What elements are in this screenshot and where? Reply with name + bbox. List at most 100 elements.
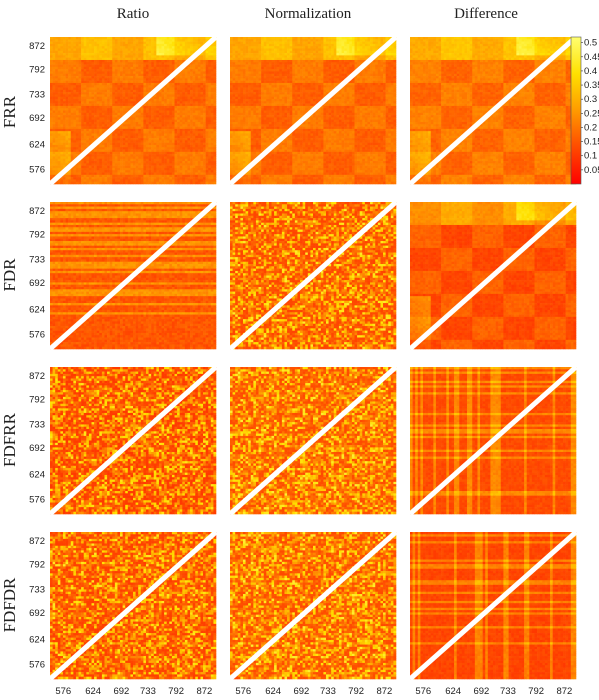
heat-cell <box>146 53 149 56</box>
heat-cell <box>128 122 131 125</box>
heat-cell <box>146 136 149 139</box>
heat-cell <box>81 120 84 123</box>
heat-cell <box>66 117 69 120</box>
heat-cell <box>156 51 159 54</box>
heat-cell <box>115 94 118 97</box>
heat-cell <box>151 104 154 107</box>
heat-cell <box>187 67 190 70</box>
heat-cell <box>193 94 196 97</box>
heat-cell <box>187 150 190 153</box>
heat-cell <box>73 140 76 143</box>
heat-cell <box>107 101 110 104</box>
heat-cell <box>81 37 84 40</box>
heat-cell <box>143 113 146 116</box>
heat-cell <box>190 76 193 79</box>
heat-cell <box>154 53 157 56</box>
heat-cell <box>68 156 71 159</box>
heat-cell <box>104 83 107 86</box>
heat-cell <box>185 39 188 42</box>
heat-cell <box>187 51 190 54</box>
heat-cell <box>195 67 198 70</box>
heat-cell <box>164 55 167 58</box>
heat-cell <box>133 140 136 143</box>
heat-cell <box>151 111 154 114</box>
heat-cell <box>92 65 95 68</box>
heat-cell <box>149 42 152 45</box>
heat-cell <box>130 138 133 141</box>
heat-cell <box>164 99 167 102</box>
heat-cell <box>169 37 172 40</box>
heat-cell <box>151 108 154 111</box>
heat-cell <box>187 69 190 72</box>
heat-cell <box>81 108 84 111</box>
heat-cell <box>198 104 201 107</box>
heat-cell <box>195 81 198 84</box>
heat-cell <box>213 136 216 139</box>
heat-cell <box>53 44 56 47</box>
heat-cell <box>141 81 144 84</box>
heat-cell <box>123 92 126 95</box>
heat-cell <box>162 51 165 54</box>
heat-cell <box>60 147 63 150</box>
heat-cell <box>102 78 105 81</box>
heat-cell <box>193 90 196 93</box>
heat-cell <box>151 74 154 77</box>
heat-cell <box>203 117 206 120</box>
heat-cell <box>146 46 149 49</box>
heat-cell <box>55 69 58 72</box>
heat-cell <box>198 156 201 159</box>
heat-cell <box>167 53 170 56</box>
heat-cell <box>187 133 190 136</box>
heat-cell <box>86 120 89 123</box>
heat-cell <box>195 90 198 93</box>
heat-cell <box>185 113 188 116</box>
heat-cell <box>55 115 58 118</box>
heat-cell <box>143 106 146 109</box>
heat-cell <box>136 55 139 58</box>
heat-cell <box>55 127 58 130</box>
heat-cell <box>195 83 198 86</box>
heat-cell <box>107 62 110 65</box>
heat-cell <box>164 117 167 120</box>
heat-cell <box>130 76 133 79</box>
heat-cell <box>68 108 71 111</box>
heat-cell <box>190 145 193 148</box>
heat-cell <box>138 156 141 159</box>
heat-cell <box>71 111 74 114</box>
heat-cell <box>167 94 170 97</box>
heat-cell <box>156 106 159 109</box>
heat-cell <box>81 44 84 47</box>
heat-cell <box>104 108 107 111</box>
heat-cell <box>73 48 76 51</box>
heat-cell <box>175 136 178 139</box>
heat-cell <box>107 71 110 74</box>
heat-cell <box>55 51 58 54</box>
heat-cell <box>102 37 105 40</box>
heat-cell <box>154 145 157 148</box>
heat-cell <box>177 154 180 157</box>
heat-cell <box>164 60 167 63</box>
heat-cell <box>92 90 95 93</box>
heat-cell <box>159 53 162 56</box>
heat-cell <box>141 83 144 86</box>
heat-cell <box>94 67 97 70</box>
heat-cell <box>159 133 162 136</box>
heat-cell <box>50 44 53 47</box>
heat-cell <box>89 111 92 114</box>
heat-cell <box>71 83 74 86</box>
heat-cell <box>104 97 107 100</box>
heat-cell <box>81 147 84 150</box>
heat-cell <box>104 76 107 79</box>
heat-cell <box>89 101 92 104</box>
heat-cell <box>136 117 139 120</box>
heat-cell <box>89 60 92 63</box>
heat-cell <box>76 37 79 40</box>
heat-cell <box>104 74 107 77</box>
heat-cell <box>94 62 97 65</box>
heat-cell <box>206 78 209 81</box>
heat-cell <box>190 42 193 45</box>
heat-cell <box>190 99 193 102</box>
heat-cell <box>130 120 133 123</box>
heat-cell <box>66 76 69 79</box>
heat-cell <box>71 55 74 58</box>
